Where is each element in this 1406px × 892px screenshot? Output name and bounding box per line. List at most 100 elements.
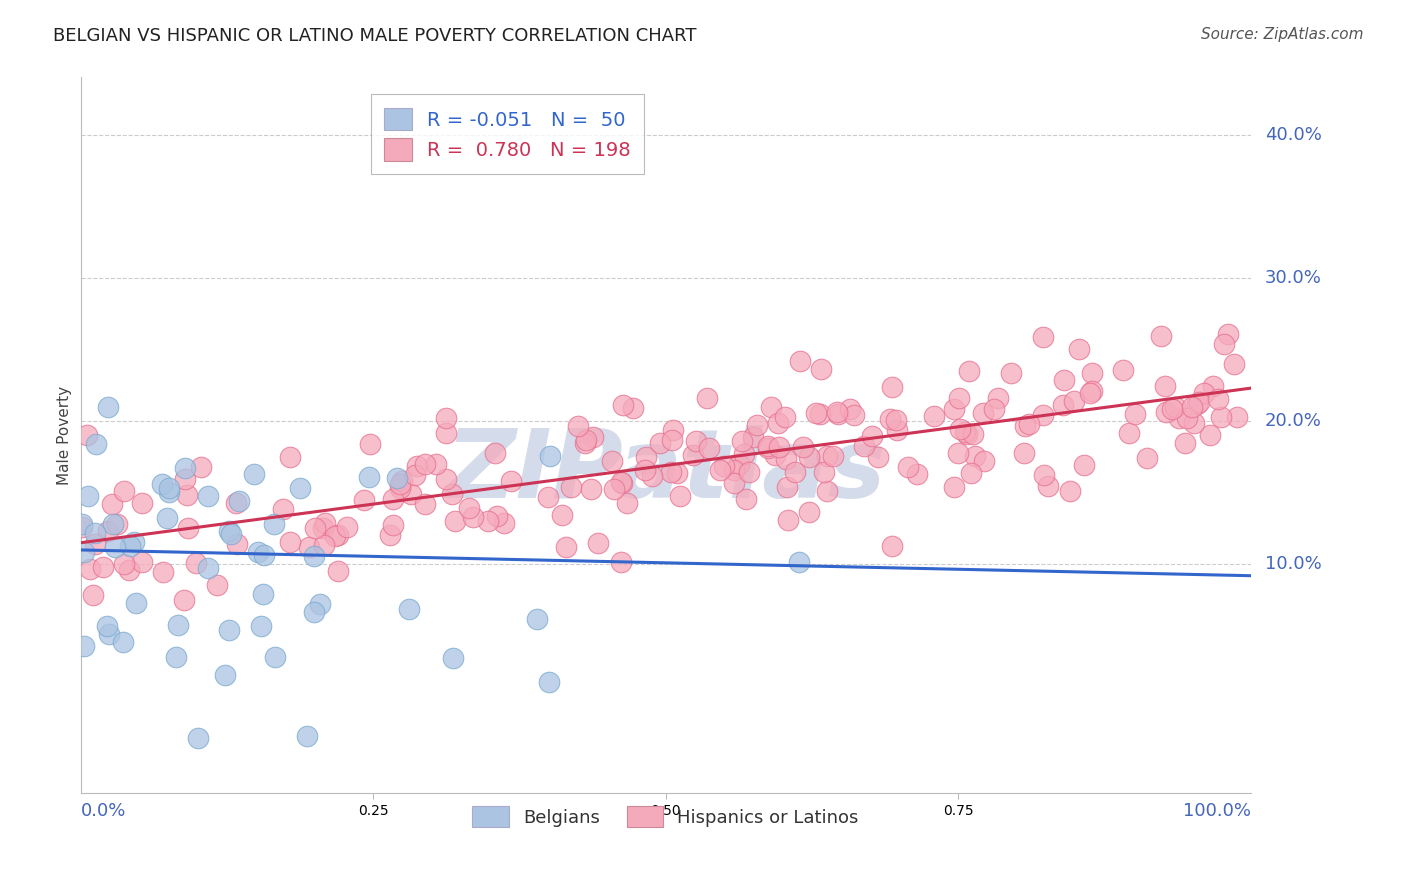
Point [842, 409, 865, 423]
Point [112, 484, 135, 499]
Point [385, 471, 408, 485]
Point [551, 508, 574, 523]
Point [122, 534, 145, 549]
Point [741, 430, 763, 444]
Point [1052, 398, 1074, 412]
Point [983, 402, 1005, 417]
Point [735, 491, 758, 506]
Point [381, 491, 404, 506]
Point [425, 457, 447, 471]
Point [897, 460, 920, 475]
Point [526, 612, 548, 626]
Point [314, 538, 336, 552]
Point [70, 516, 93, 531]
Point [225, 495, 247, 509]
Point [768, 440, 790, 454]
Point [97, 400, 120, 414]
Point [98, 627, 121, 641]
Point [118, 563, 141, 577]
Point [612, 476, 634, 491]
Point [783, 465, 806, 479]
Point [219, 526, 242, 541]
Point [1164, 400, 1187, 414]
Point [120, 539, 142, 553]
Point [960, 466, 983, 480]
Point [167, 617, 190, 632]
Point [173, 472, 195, 486]
Point [1018, 417, 1040, 431]
Point [1081, 384, 1104, 398]
Point [290, 481, 312, 495]
Point [77, 489, 100, 503]
Point [156, 510, 179, 524]
Point [405, 458, 427, 473]
Point [218, 623, 240, 637]
Text: 30.0%: 30.0% [1265, 268, 1322, 287]
Point [336, 520, 359, 534]
Point [484, 446, 506, 460]
Point [1150, 329, 1173, 343]
Point [582, 430, 605, 444]
Point [763, 448, 786, 462]
Point [1080, 386, 1102, 401]
Y-axis label: Male Poverty: Male Poverty [58, 386, 72, 485]
Point [1032, 330, 1054, 344]
Point [477, 514, 499, 528]
Point [610, 475, 633, 489]
Point [808, 407, 831, 421]
Point [398, 601, 420, 615]
Point [852, 439, 875, 453]
Point [436, 410, 458, 425]
Point [444, 514, 467, 528]
Point [634, 463, 657, 477]
Point [125, 596, 148, 610]
Point [575, 433, 598, 447]
Point [1160, 402, 1182, 417]
Point [207, 577, 229, 591]
Point [112, 558, 135, 572]
Point [434, 425, 457, 440]
Point [1063, 393, 1085, 408]
Point [1014, 418, 1036, 433]
Point [73, 639, 96, 653]
Point [1223, 357, 1246, 371]
Point [399, 486, 422, 500]
Point [665, 467, 688, 481]
Point [723, 463, 745, 477]
Point [787, 555, 810, 569]
Point [804, 406, 827, 420]
Point [603, 482, 626, 496]
Point [214, 668, 236, 682]
Point [1175, 411, 1198, 425]
Point [560, 480, 582, 494]
Point [942, 402, 965, 417]
Point [862, 428, 884, 442]
Point [176, 488, 198, 502]
Point [359, 437, 381, 451]
Text: 100.0%: 100.0% [1182, 802, 1251, 820]
Point [600, 454, 623, 468]
Point [278, 535, 301, 549]
Point [273, 502, 295, 516]
Point [554, 540, 576, 554]
Point [973, 454, 995, 468]
Point [1118, 425, 1140, 440]
Point [773, 410, 796, 425]
Point [157, 485, 180, 500]
Point [1067, 342, 1090, 356]
Point [733, 447, 755, 461]
Point [177, 521, 200, 535]
Point [494, 516, 516, 530]
Point [962, 426, 984, 441]
Point [304, 521, 326, 535]
Point [486, 509, 509, 524]
Point [190, 460, 212, 475]
Point [388, 477, 411, 491]
Point [314, 516, 336, 530]
Point [697, 441, 720, 455]
Point [150, 476, 173, 491]
Point [922, 409, 945, 423]
Point [866, 450, 889, 464]
Point [96, 619, 118, 633]
Point [953, 425, 976, 439]
